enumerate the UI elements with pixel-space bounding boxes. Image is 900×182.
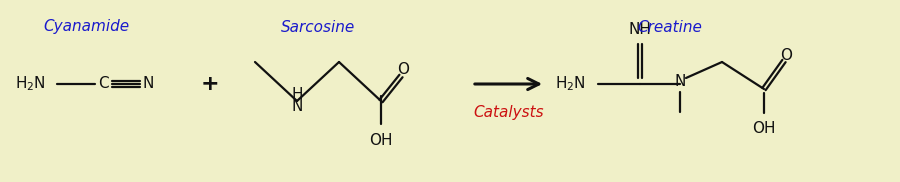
Text: Sarcosine: Sarcosine	[281, 19, 356, 35]
Text: Cyanamide: Cyanamide	[43, 19, 130, 35]
Text: N: N	[292, 99, 302, 114]
Text: Creatine: Creatine	[637, 19, 702, 35]
Text: +: +	[201, 74, 220, 94]
Text: N: N	[142, 76, 154, 92]
Text: H: H	[292, 87, 302, 102]
Text: H$_2$N: H$_2$N	[15, 75, 46, 93]
Text: OH: OH	[752, 121, 776, 136]
Text: H$_2$N: H$_2$N	[555, 75, 586, 93]
Text: OH: OH	[369, 133, 392, 148]
Text: C: C	[98, 76, 108, 92]
Text: O: O	[397, 62, 409, 78]
Text: N: N	[674, 74, 686, 90]
Text: Catalysts: Catalysts	[473, 104, 544, 120]
Text: NH: NH	[628, 23, 652, 37]
Text: O: O	[780, 48, 792, 62]
